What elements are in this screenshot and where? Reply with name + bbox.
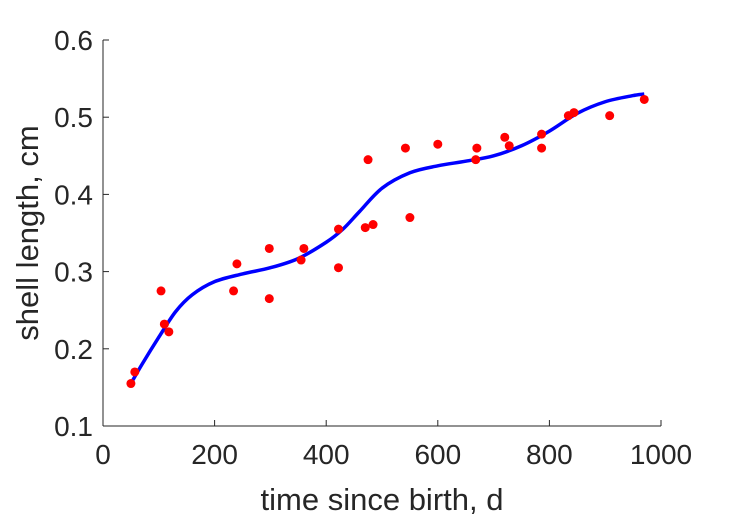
y-axis-label: shell length, cm xyxy=(10,125,45,340)
x-tick-label: 600 xyxy=(414,439,461,470)
y-tick-labels: 0.1 0.2 0.3 0.4 0.5 0.6 xyxy=(54,25,93,442)
y-tick-label: 0.5 xyxy=(54,102,93,133)
x-ticks xyxy=(102,420,662,426)
x-tick-label: 0 xyxy=(95,439,111,470)
data-point xyxy=(333,224,343,234)
data-point xyxy=(159,319,169,329)
data-point xyxy=(232,259,242,269)
data-point xyxy=(264,294,274,304)
y-tick-label: 0.3 xyxy=(54,257,93,288)
x-tick-label: 800 xyxy=(526,439,573,470)
fitted-curve-line xyxy=(129,92,645,385)
x-tick-labels: 0 200 400 600 800 1000 xyxy=(95,439,692,470)
y-tick-label: 0.1 xyxy=(54,411,93,442)
y-tick-label: 0.4 xyxy=(54,179,93,210)
data-point xyxy=(405,213,415,223)
data-point xyxy=(400,143,410,153)
data-point xyxy=(333,263,343,273)
fitted-curves xyxy=(129,92,645,385)
data-point xyxy=(299,243,309,253)
y-tick-label: 0.2 xyxy=(54,334,93,365)
x-tick-label: 1000 xyxy=(630,439,692,470)
y-tick-label: 0.6 xyxy=(54,25,93,56)
data-point xyxy=(164,327,174,337)
data-point xyxy=(363,155,373,165)
data-point xyxy=(264,243,274,253)
y-ticks xyxy=(103,39,109,427)
data-points xyxy=(126,94,649,389)
x-tick-label: 400 xyxy=(303,439,350,470)
data-point xyxy=(472,143,482,153)
data-point xyxy=(433,139,443,149)
data-point xyxy=(569,108,579,118)
data-point xyxy=(504,141,514,151)
data-point xyxy=(360,223,370,233)
data-point xyxy=(156,286,166,296)
data-point xyxy=(605,111,615,121)
x-tick-label: 200 xyxy=(191,439,238,470)
x-axis-label: time since birth, d xyxy=(261,482,504,517)
data-point xyxy=(537,129,547,139)
data-point xyxy=(500,132,510,142)
data-point xyxy=(471,155,481,165)
data-point xyxy=(296,255,306,265)
data-point xyxy=(537,143,547,153)
data-point xyxy=(368,220,378,230)
data-point xyxy=(126,379,136,389)
data-point xyxy=(229,286,239,296)
data-point xyxy=(639,94,649,104)
data-point xyxy=(130,367,140,377)
